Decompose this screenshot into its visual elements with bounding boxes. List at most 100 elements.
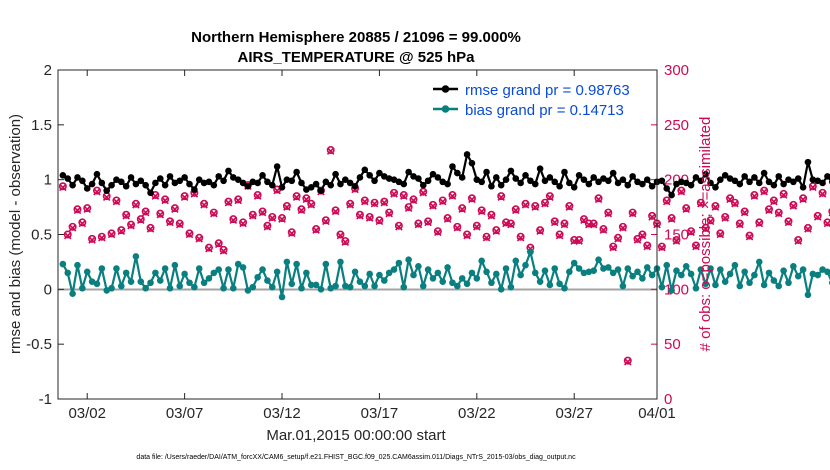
bias-point xyxy=(424,266,432,273)
bias-point xyxy=(200,279,208,287)
obs-assimilated-marker xyxy=(380,198,389,207)
rmse-point xyxy=(546,174,554,181)
rmse-point xyxy=(463,151,471,158)
bias-point xyxy=(113,265,120,272)
obs-possible-marker xyxy=(818,188,827,197)
obs-possible-marker xyxy=(141,207,150,216)
obs-assimilated-marker xyxy=(73,206,82,215)
rmse-point xyxy=(590,174,597,181)
bias-point xyxy=(234,260,242,268)
rmse-point xyxy=(449,163,456,170)
bias-point xyxy=(609,269,617,277)
obs-assimilated-marker xyxy=(736,220,744,229)
rmse-point xyxy=(205,178,213,186)
obs-assimilated-marker xyxy=(619,224,627,232)
obs-assimilated-marker xyxy=(78,219,87,228)
obs-assimilated-marker xyxy=(536,227,544,235)
obs-possible-marker xyxy=(628,208,637,217)
rmse-point xyxy=(536,165,544,172)
bias-point xyxy=(765,269,773,277)
obs-possible-marker xyxy=(808,182,817,191)
bias-point xyxy=(707,265,714,272)
obs-assimilated-marker xyxy=(682,205,690,214)
rmse-point xyxy=(88,180,96,188)
obs-possible-marker xyxy=(214,239,223,248)
obs-possible-marker xyxy=(263,221,272,230)
obs-assimilated-marker xyxy=(180,193,189,201)
obs-assimilated-marker xyxy=(175,220,184,229)
y-left-tick-label: 1.5 xyxy=(31,117,52,134)
obs-assimilated-marker xyxy=(492,227,501,235)
bias-point xyxy=(415,263,422,270)
bias-point xyxy=(712,281,719,289)
bias-point xyxy=(161,265,169,272)
obs-assimilated-marker xyxy=(166,218,174,227)
bias-point xyxy=(176,282,184,290)
bias-point xyxy=(273,268,281,276)
rmse-point xyxy=(434,174,442,181)
rmse-point xyxy=(186,180,193,188)
chart-subtitle: AIRS_TEMPERATURE @ 525 hPa xyxy=(238,49,476,66)
obs-possible-marker xyxy=(185,229,194,238)
bias-point xyxy=(648,271,656,279)
obs-assimilated-marker xyxy=(336,231,345,240)
legend-rmse-marker xyxy=(441,85,450,93)
rmse-point xyxy=(419,181,427,189)
rmse-point xyxy=(98,179,106,187)
rmse-point xyxy=(415,175,422,182)
obs-assimilated-marker xyxy=(731,200,739,208)
x-tick-label: 03/27 xyxy=(555,405,593,422)
obs-possible-marker xyxy=(750,191,759,200)
obs-assimilated-marker xyxy=(721,214,729,222)
x-axis-label: Mar.01,2015 00:00:00 start xyxy=(266,427,446,444)
obs-possible-marker xyxy=(170,204,179,213)
bias-point xyxy=(624,265,632,272)
bias-point xyxy=(605,264,612,271)
obs-assimilated-marker xyxy=(565,203,574,211)
bias-point xyxy=(517,271,524,279)
bias-point xyxy=(303,269,310,277)
rmse-point xyxy=(570,184,578,191)
obs-possible-marker xyxy=(813,211,822,220)
rmse-point xyxy=(327,181,335,189)
bias-point xyxy=(488,279,495,287)
bias-point xyxy=(702,280,709,288)
obs-possible-marker xyxy=(701,223,710,232)
bias-point xyxy=(142,284,149,292)
rmse-point xyxy=(83,185,91,192)
bias-point xyxy=(804,291,812,299)
obs-assimilated-marker xyxy=(438,197,447,206)
bias-point xyxy=(254,273,261,281)
obs-possible-marker xyxy=(385,208,394,217)
obs-assimilated-marker xyxy=(614,235,622,243)
obs-assimilated-marker xyxy=(638,231,647,240)
bias-point xyxy=(337,258,344,266)
rmse-point xyxy=(527,177,534,185)
y-right-tick-label: 100 xyxy=(664,281,689,298)
obs-assimilated-marker xyxy=(205,244,213,253)
rmse-point xyxy=(191,186,198,193)
obs-assimilated-marker xyxy=(375,217,384,226)
obs-possible-marker xyxy=(555,230,564,239)
obs-assimilated-marker xyxy=(487,212,496,220)
bias-point xyxy=(259,266,266,273)
obs-possible-marker xyxy=(278,214,287,223)
obs-assimilated-marker xyxy=(200,201,208,209)
obs-assimilated-marker xyxy=(122,212,130,220)
rmse-point xyxy=(244,182,252,190)
obs-assimilated-marker xyxy=(156,210,165,219)
obs-possible-marker xyxy=(409,195,418,204)
obs-possible-marker xyxy=(326,146,335,155)
rmse-point xyxy=(780,180,787,188)
obs-possible-marker xyxy=(779,189,788,198)
obs-possible-marker xyxy=(331,206,340,215)
obs-possible-marker xyxy=(599,225,608,234)
obs-possible-marker xyxy=(341,237,350,246)
obs-possible-marker xyxy=(482,232,491,241)
bias-point xyxy=(118,282,125,290)
obs-assimilated-marker xyxy=(424,218,432,227)
bias-point xyxy=(127,278,135,285)
rmse-point xyxy=(483,168,490,176)
rmse-point xyxy=(692,174,700,181)
obs-possible-marker xyxy=(117,226,126,235)
